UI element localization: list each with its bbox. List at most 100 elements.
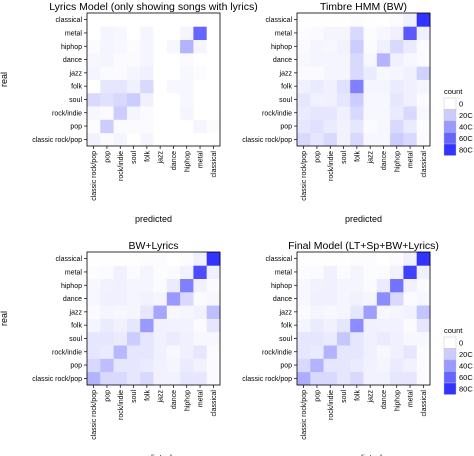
heatmap-cell	[350, 92, 364, 107]
heatmap-cell	[376, 358, 391, 373]
heatmap-cell	[363, 79, 378, 94]
heatmap-cell	[323, 79, 338, 94]
heatmap-cell	[166, 278, 181, 293]
heatmap-cell	[87, 371, 101, 386]
heatmap-cell	[403, 106, 418, 120]
heatmap-cell	[126, 66, 141, 80]
heatmap-cell	[87, 106, 101, 120]
heatmap-cell	[166, 318, 181, 333]
heatmap-cell	[166, 39, 181, 54]
heatmap-cell	[100, 331, 114, 346]
heatmap-cell	[310, 79, 324, 94]
heatmap-cell	[126, 345, 141, 359]
heatmap-cell	[336, 66, 351, 80]
heatmap-cell	[310, 52, 324, 67]
x-tick-label: folk	[354, 151, 361, 162]
heatmap-cell	[100, 119, 114, 134]
heatmap-cell	[403, 26, 418, 40]
heatmap-cell	[100, 345, 114, 359]
heatmap-cell	[206, 119, 221, 134]
heatmap-cell	[140, 92, 154, 107]
legend-tick-label: 60C	[459, 373, 473, 382]
heatmap-cell	[336, 331, 351, 346]
heatmap-cell	[140, 358, 154, 373]
heatmap-cell	[323, 132, 338, 147]
heatmap-cell	[336, 79, 351, 94]
heatmap-cell	[310, 66, 324, 80]
heatmap-cell	[416, 358, 431, 373]
x-axis-label: predicted	[135, 453, 172, 456]
heatmap-cell	[363, 318, 378, 333]
heatmap-cell	[336, 291, 351, 306]
heatmap-cell	[140, 305, 154, 319]
panel-2: Timbre HMM (BW) classic rock/pop pop rock/i…	[242, 1, 473, 224]
heatmap-cell	[153, 13, 168, 27]
heatmap-cell	[336, 358, 351, 373]
x-tick-label: pop	[314, 390, 321, 402]
heatmap-cell	[140, 13, 154, 27]
heatmap-cell	[153, 52, 168, 67]
heatmap-cell	[336, 39, 351, 54]
heatmap-cell	[350, 79, 364, 94]
legend-swatch	[443, 120, 457, 133]
heatmap-cell	[297, 26, 311, 40]
y-tick-label: folk	[71, 323, 82, 330]
heatmap-cell	[310, 106, 324, 120]
heatmap-cell	[416, 106, 431, 120]
x-tick-label: pop	[104, 151, 111, 163]
heatmap-cell	[403, 119, 418, 134]
heatmap-cell	[297, 66, 311, 80]
heatmap-cell	[416, 252, 431, 266]
heatmap-cell	[180, 291, 194, 306]
heatmap-cell	[126, 371, 141, 386]
heatmap-cell	[363, 252, 378, 266]
heatmap-cell	[297, 265, 311, 279]
x-tick-label: metal	[198, 390, 205, 408]
y-tick-label: classic rock/pop	[32, 137, 82, 144]
panel-4: Final Model (LT+Sp+BW+Lyrics) classic roc…	[242, 240, 473, 456]
heatmap-cell	[206, 345, 221, 359]
heatmap-cell	[126, 318, 141, 333]
y-tick-label: rock/indie	[262, 110, 292, 117]
heatmap-cell	[126, 79, 141, 94]
heatmap-cell	[403, 318, 418, 333]
legend-title: count	[444, 87, 463, 96]
heatmap-cell	[193, 278, 208, 293]
heatmap-cell	[363, 305, 378, 319]
heatmap-cell	[310, 318, 324, 333]
heatmap-cell	[153, 66, 168, 80]
x-tick-label: hiphop	[394, 151, 401, 172]
heatmap-cell	[193, 26, 208, 40]
legend-tick-label: 40C	[459, 122, 473, 131]
heatmap-cell	[323, 318, 338, 333]
heatmap-cell	[126, 13, 141, 27]
heatmap-cell	[166, 265, 181, 279]
color-legend: count 0 20C 40C 60C 80C	[443, 326, 473, 395]
heatmap-cell	[180, 345, 194, 359]
heatmap-cell	[297, 79, 311, 94]
heatmap-cell	[363, 265, 378, 279]
y-tick-label: soul	[69, 336, 82, 343]
heatmap-cell	[166, 371, 181, 386]
heatmap-cell	[206, 265, 221, 279]
heatmap-cell	[206, 66, 221, 80]
x-tick-label: hiphop	[394, 390, 401, 411]
x-tick-label: classic rock/pop	[301, 151, 308, 201]
heatmap-cell	[153, 132, 168, 147]
x-tick-label: folk	[144, 151, 151, 162]
heatmap-cell	[153, 265, 168, 279]
heatmap-cell	[310, 26, 324, 40]
heatmap-cell	[113, 331, 128, 346]
heatmap-cell	[180, 371, 194, 386]
heatmap-cell	[350, 331, 364, 346]
heatmap-cell	[350, 52, 364, 67]
heatmap-cell	[363, 358, 378, 373]
heatmap-cell	[206, 291, 221, 306]
heatmap-cell	[416, 305, 431, 319]
heatmap-cell	[153, 305, 168, 319]
heatmap-cell	[180, 26, 194, 40]
panel-3: BW+Lyrics classic rock/pop pop rock/indie so…	[0, 240, 221, 456]
heatmap-cell	[416, 132, 431, 147]
legend-tick-label: 40C	[459, 361, 473, 370]
